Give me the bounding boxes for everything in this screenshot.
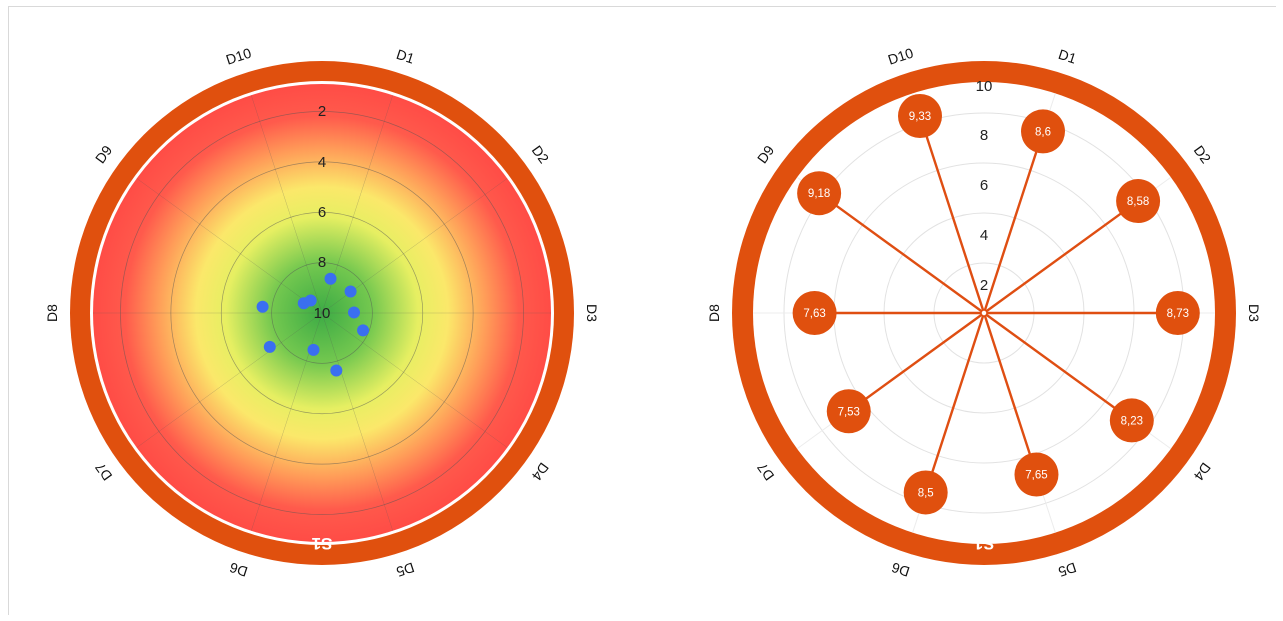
left-rtick-label: 6 [318,204,326,221]
right-value-label: 8,73 [1167,308,1189,320]
right-series-spoke [983,200,1139,314]
right-series-spoke [918,115,986,314]
chart-frame [8,6,1276,615]
right-value-label: 7,65 [1025,470,1047,482]
left-grid-circle [271,262,373,364]
right-rtick-label: 10 [976,78,993,95]
left-rtick-label: 2 [318,103,326,120]
right-series-spoke [982,312,1038,475]
left-rtick-label: 8 [318,254,326,271]
right-axis-label: D10 [886,45,916,68]
right-axis-label: D8 [706,304,722,322]
left-data-point [307,343,320,356]
right-rtick-label: 2 [980,277,988,294]
right-series-spokes [814,115,1178,493]
right-radial-ticks: 2 4 6 8 10 [976,78,993,294]
right-center-point [980,309,988,317]
right-axis-label: D2 [1191,142,1215,166]
right-ring-label: S1 [974,534,995,553]
right-value-bubble [1020,109,1065,154]
left-axis-label: D7 [92,460,116,484]
left-data-point [304,294,317,307]
left-grid-circle [170,161,474,465]
left-data-point [324,272,337,285]
left-grid-circle [220,211,424,415]
left-data-point [347,306,360,319]
right-axis-label: D9 [754,142,778,166]
right-value-bubble [1109,398,1154,443]
right-rtick-label: 6 [980,177,988,194]
right-value-label: 9,18 [808,188,830,200]
left-radial-ticks: 2 4 6 8 10 [314,103,331,322]
left-axis-label: D3 [584,304,600,322]
left-heat-background [93,84,551,542]
right-value-label: 7,63 [803,308,825,320]
left-data-point [330,364,343,377]
left-target-chart: 2 4 6 8 10 S1 D10 D1 D2 D3 D4 D5 D6 D7 D8 D9 [44,45,600,581]
right-axis-label: D7 [754,460,778,484]
left-data-point [256,300,269,313]
left-data-points [256,272,370,377]
left-axis-label: D6 [227,559,249,580]
right-series-spoke [982,131,1045,314]
right-value-bubble [903,470,948,515]
right-rtick-label: 8 [980,127,988,144]
right-axis-label: D6 [889,559,911,580]
right-series-spoke [983,312,1133,422]
right-value-label: 8,23 [1121,415,1143,427]
left-ring-label: S1 [312,534,333,553]
right-value-label: 8,6 [1035,126,1051,138]
right-value-bubble [1155,291,1200,335]
right-value-label: 7,53 [838,406,860,418]
right-value-bubble [1116,179,1161,224]
right-value-bubble [826,389,871,434]
right-value-label: 9,33 [909,111,931,123]
right-value-label: 8,58 [1127,196,1149,208]
right-value-label: 8,5 [918,487,934,499]
left-axis-label: D10 [224,45,254,68]
right-value-bubble [897,94,942,139]
left-grid-circle [120,111,524,515]
right-axis-label: D5 [1056,559,1078,580]
left-axis-label: D1 [394,46,416,67]
left-grid-spoke [321,312,394,531]
right-value-bubble [792,291,837,335]
right-axis-label: D1 [1056,46,1078,67]
left-axis-label: D8 [44,304,60,322]
left-grid-spoke [136,178,323,314]
right-series-spoke [818,192,985,314]
right-value-bubble [797,171,842,216]
right-radar-chart: 2 4 6 8 10 9,33 8,6 8,58 8,73 8,23 7,65 8,5 7,5… [706,45,1262,581]
left-data-point [344,285,357,298]
left-grid-spoke [321,312,508,448]
right-value-bubbles: 9,33 8,6 8,58 8,73 8,23 7,65 8,5 7,53 7,63 9,18 [792,94,1200,515]
right-value-bubble [1014,452,1059,497]
left-data-point [263,340,276,353]
left-rtick-label: 10 [314,305,331,322]
left-rtick-label: 4 [318,154,326,171]
right-axis-label: D4 [1191,460,1215,484]
right-rtick-label: 4 [980,227,988,244]
right-axis-label: D3 [1246,304,1262,322]
left-grid-spoke [250,95,323,314]
left-grid [93,95,551,531]
right-series-spoke [848,312,985,413]
left-data-point [357,324,370,337]
left-axis-label: D2 [529,142,553,166]
left-axis-label: D4 [529,460,553,484]
left-axis-label: D9 [92,142,116,166]
left-grid-spoke [136,312,323,448]
left-axis-label: D5 [394,559,416,580]
right-series-spoke [924,312,986,493]
